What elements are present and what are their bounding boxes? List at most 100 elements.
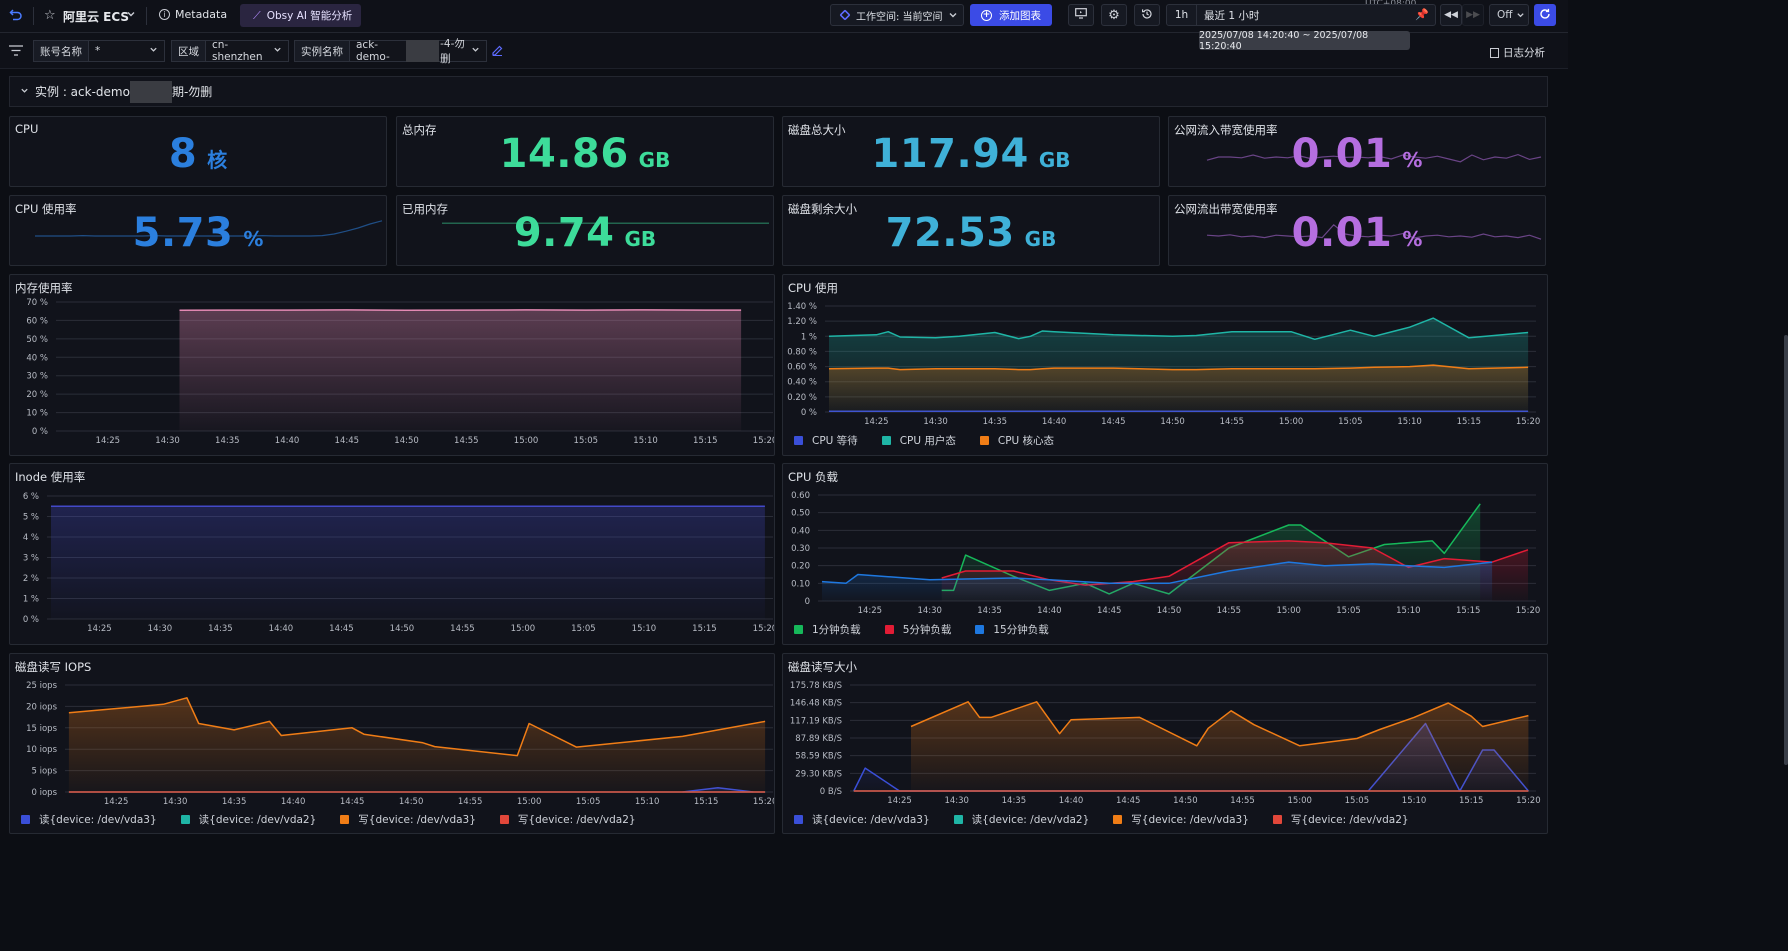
- series-line[interactable]: [821, 561, 1493, 585]
- legend-item[interactable]: 写{device: /dev/vda2}: [1272, 812, 1409, 827]
- edit-filter-icon[interactable]: [492, 45, 503, 59]
- filter-icon[interactable]: [9, 45, 23, 59]
- legend-item[interactable]: 读{device: /dev/vda3}: [21, 812, 157, 827]
- region-filter-label: 区域: [172, 41, 206, 61]
- account-filter[interactable]: 账号名称 *: [33, 40, 165, 62]
- legend-item[interactable]: 读{device: /dev/vda2}: [180, 812, 316, 827]
- refresh-icon: [1539, 8, 1551, 23]
- x-tick-label: 14:30: [155, 436, 180, 446]
- x-tick-label: 15:05: [1336, 606, 1361, 616]
- legend-item[interactable]: CPU 用户态: [881, 433, 956, 448]
- instance-filter[interactable]: 实例名称 ack-demo- -4-勿删: [294, 38, 487, 65]
- stat-title: CPU 使用率: [15, 202, 77, 216]
- legend-item[interactable]: 1分钟负载: [794, 622, 861, 637]
- y-tick-label: 4 %: [23, 533, 39, 543]
- legend-item[interactable]: CPU 等待: [794, 433, 858, 448]
- x-tick-label: 14:25: [887, 796, 912, 806]
- series-line[interactable]: [828, 364, 1529, 371]
- y-tick-label: 40 %: [26, 353, 48, 363]
- y-tick-label: 30 %: [26, 372, 48, 382]
- instance-section-header[interactable]: 实例 : ack-demo 期-勿删: [9, 76, 1548, 107]
- series-line[interactable]: [941, 540, 1529, 586]
- account-filter-value: *: [95, 45, 101, 57]
- log-analysis-button[interactable]: 日志分析: [1490, 45, 1545, 60]
- region-filter[interactable]: 区域 cn-shenzhen: [171, 39, 289, 63]
- x-tick-label: 15:15: [1457, 417, 1482, 427]
- x-tick-label: 14:40: [1042, 417, 1067, 427]
- legend-item[interactable]: 写{device: /dev/vda3}: [340, 812, 476, 827]
- legend-label: 读{device: /dev/vda2}: [971, 814, 1090, 826]
- refresh-button[interactable]: [1534, 4, 1556, 26]
- series-line[interactable]: [828, 317, 1529, 341]
- workspace-select[interactable]: 工作空间: 当前空间: [830, 4, 964, 26]
- favorite-star-icon[interactable]: ☆: [44, 8, 56, 23]
- stat-title: 公网流出带宽使用率: [1174, 202, 1278, 216]
- x-tick-label: 14:25: [858, 606, 883, 616]
- y-tick-label: 175.78 KB/S: [790, 681, 842, 691]
- y-tick-label: 0.80 %: [787, 347, 817, 357]
- instance-filter-value: ack-demo-: [356, 39, 390, 63]
- account-filter-label: 账号名称: [34, 41, 89, 61]
- legend-item[interactable]: 5分钟负载: [884, 622, 951, 637]
- panel-title: 内存使用率: [15, 281, 73, 295]
- instance-filter-value-suffix: -4-勿删: [440, 38, 465, 65]
- fullscreen-button[interactable]: [1068, 4, 1094, 26]
- stat-unit: 核: [207, 148, 228, 172]
- series-line[interactable]: [910, 701, 1529, 747]
- legend-swatch: [975, 625, 985, 634]
- legend-item[interactable]: 读{device: /dev/vda3}: [794, 812, 930, 827]
- pin-icon[interactable]: 📌: [1415, 8, 1429, 21]
- inode-usage-chart: 0 % 1 % 2 % 3 % 4 % 5 % 6 % 14:25 14:30 14:35 14:4…: [23, 492, 774, 634]
- stat-title: 总内存: [402, 123, 437, 137]
- ai-analysis-button[interactable]: ⟋ Obsy AI 智能分析: [240, 4, 361, 27]
- inode-usage-panel: Inode 使用率 0 % 1 % 2 % 3 % 4 % 5 % 6 % 14:25 14:3…: [9, 463, 775, 645]
- page-scrollbar[interactable]: [1784, 335, 1788, 765]
- legend-swatch: [884, 625, 894, 634]
- legend-item[interactable]: CPU 核心态: [979, 433, 1054, 448]
- y-tick-label: 0.20: [791, 562, 810, 572]
- dashboard-switch-chevron-icon[interactable]: [126, 9, 136, 22]
- time-forward-button[interactable]: ▶▶: [1462, 4, 1484, 26]
- x-tick-label: 14:40: [269, 624, 294, 634]
- x-tick-label: 14:30: [944, 796, 969, 806]
- back-icon[interactable]: [9, 8, 23, 22]
- x-tick-label: 14:55: [454, 436, 479, 446]
- time-range-picker[interactable]: 1h 最近 1 小时 📌: [1166, 4, 1436, 26]
- legend-label: 15分钟负载: [993, 624, 1049, 636]
- x-tick-label: 14:50: [1157, 606, 1182, 616]
- legend-item[interactable]: 写{device: /dev/vda3}: [1113, 812, 1249, 827]
- y-tick-label: 58.59 KB/S: [795, 752, 842, 762]
- stat-unit: %: [1402, 227, 1423, 251]
- x-tick-label: 14:25: [864, 417, 889, 427]
- settings-button[interactable]: ⚙: [1101, 4, 1127, 26]
- x-tick-label: 14:50: [1173, 796, 1198, 806]
- x-tick-label: 15:20: [1516, 417, 1541, 427]
- log-icon: [1490, 47, 1499, 58]
- stat-value-group: 5.73%: [10, 210, 386, 256]
- time-range-tooltip-text: 2025/07/08 14:20:40 ~ 2025/07/08 15:20:4…: [1199, 29, 1369, 52]
- panel-title: CPU 负载: [788, 470, 839, 484]
- time-back-button[interactable]: ◀◀: [1440, 4, 1462, 26]
- legend-item[interactable]: 15分钟负载: [975, 622, 1049, 637]
- cpu-load-panel: CPU 负载 0 0.10 0.20 0.30 0.40 0.50 0.60 14:25 14:…: [782, 463, 1548, 645]
- stat-title: 磁盘总大小: [788, 123, 846, 137]
- add-chart-button[interactable]: + 添加图表: [970, 4, 1052, 26]
- series-line[interactable]: [68, 697, 766, 757]
- stat-value: 5.73: [132, 210, 234, 256]
- y-tick-label: 0 B/S: [820, 787, 842, 797]
- y-tick-label: 29.30 KB/S: [795, 769, 842, 779]
- legend-item[interactable]: 读{device: /dev/vda2}: [953, 812, 1090, 827]
- cpu-usage-panel: CPU 使用 0 % 0.20 % 0.40 % 0.60 % 0.80 % 1 % 1.2…: [782, 274, 1548, 456]
- auto-refresh-select[interactable]: Off: [1489, 4, 1529, 26]
- x-tick-label: 14:40: [1059, 796, 1084, 806]
- disk-iops-chart: 0 iops 5 iops 10 iops 15 iops 20 iops 25 iops…: [26, 681, 774, 807]
- x-tick-label: 14:50: [1160, 417, 1185, 427]
- cpu-usage-legend: CPU 等待 CPU 用户态 CPU 核心态: [794, 433, 1078, 448]
- stat-value: 72.53: [885, 210, 1015, 256]
- cpu-load-legend: 1分钟负载 5分钟负载 15分钟负载: [794, 622, 1073, 637]
- legend-item[interactable]: 写{device: /dev/vda2}: [499, 812, 636, 827]
- metadata-button[interactable]: i Metadata: [159, 8, 227, 21]
- panel-title: CPU 使用: [788, 281, 839, 295]
- history-button[interactable]: [1134, 4, 1160, 26]
- stat-sparkline: [35, 220, 383, 237]
